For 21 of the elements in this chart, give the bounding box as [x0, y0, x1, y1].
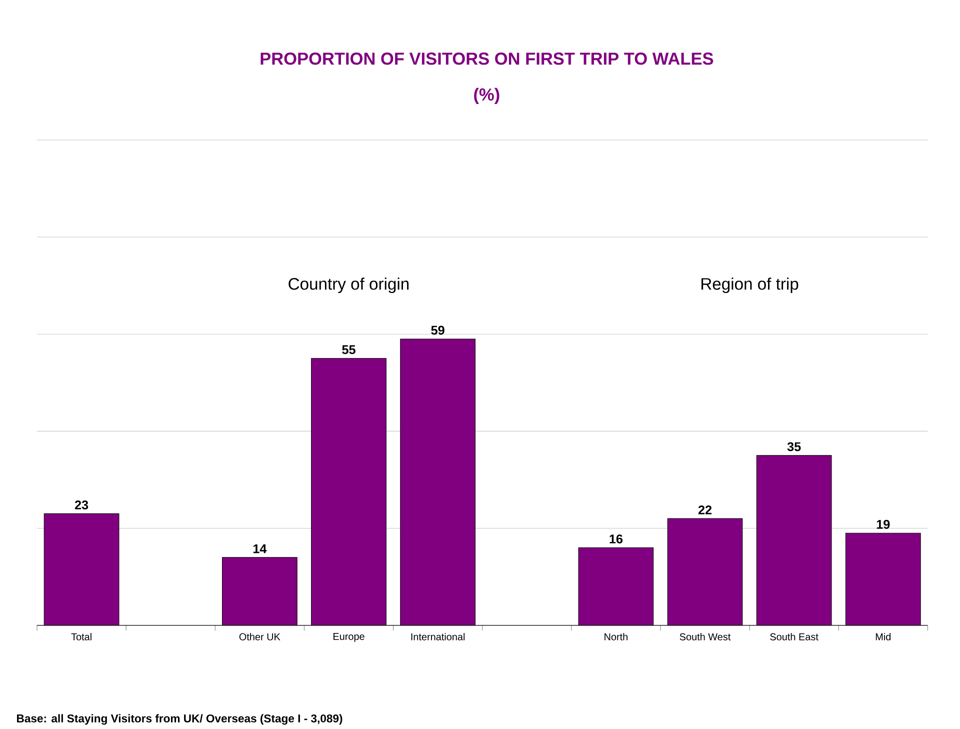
data-label: 14 — [253, 544, 267, 554]
data-label: 19 — [876, 520, 890, 529]
annotation: Region of trip — [702, 278, 798, 294]
x-tick-label: North — [604, 633, 628, 640]
text: Base: all Staying Visitors from UK/ Overseas (Stage I - 3,089) — [17, 714, 342, 725]
x-tick-label: Europe — [333, 633, 364, 642]
chart-title: PROPORTION OF VISITORS ON FIRST TRIP TO WALES — [260, 52, 714, 65]
data-label: 23 — [74, 500, 88, 510]
x-tick-label: International — [411, 633, 465, 640]
data-label: 16 — [610, 534, 623, 544]
data-label: 55 — [342, 345, 356, 354]
x-tick-label: Mid — [876, 633, 891, 640]
annotation: Country of origin — [288, 278, 409, 294]
chart-subtitle: (%) — [474, 88, 500, 104]
x-tick-label: South East — [770, 633, 818, 640]
x-tick-label: South West — [680, 633, 731, 640]
data-label: 59 — [431, 326, 444, 335]
x-tick-label: Total — [71, 633, 92, 640]
x-tick-label: Other UK — [239, 633, 280, 640]
data-label: 22 — [698, 505, 712, 514]
data-label: 35 — [787, 442, 801, 452]
